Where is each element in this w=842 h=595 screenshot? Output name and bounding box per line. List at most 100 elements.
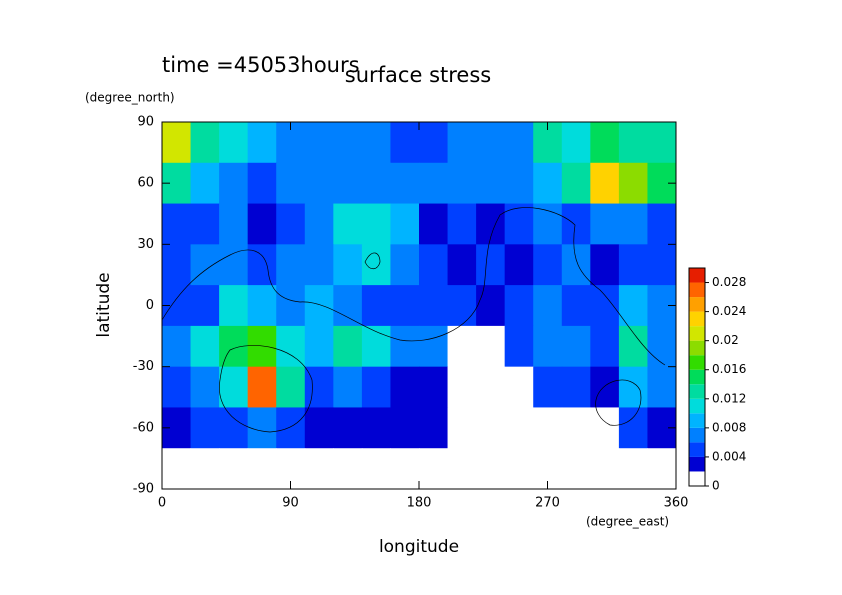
field-cell [476, 325, 506, 368]
contour-field [162, 122, 677, 490]
colorbar-swatch [689, 297, 705, 312]
field-cell [390, 407, 420, 449]
field-cell [476, 203, 506, 245]
field-cell [361, 325, 391, 368]
field-cell [361, 244, 391, 286]
field-cell [504, 285, 534, 327]
field-cell [276, 285, 306, 327]
field-cell [561, 448, 591, 490]
field-cell [590, 448, 620, 490]
field-cell [533, 244, 563, 286]
x-tick-label: 270 [535, 496, 560, 511]
field-cell [533, 285, 563, 327]
field-cell [247, 203, 277, 245]
x-axis-label: longitude [379, 537, 459, 557]
x-unit: (degree_east) [586, 515, 669, 529]
field-cell [219, 366, 249, 408]
time-label: time =45053hours [162, 53, 360, 77]
y-tick-label: -30 [133, 359, 154, 374]
field-cell [361, 285, 391, 327]
colorbar-swatch [689, 268, 705, 283]
field-cell [162, 366, 192, 408]
field-cell [190, 366, 220, 408]
y-tick-label: 60 [137, 176, 154, 191]
y-axis-label: latitude [94, 272, 114, 337]
field-cell [647, 122, 677, 164]
field-cell [590, 162, 620, 205]
colorbar-swatch [689, 413, 705, 428]
field-cell [276, 162, 306, 205]
field-cell [476, 285, 506, 327]
field-cell [304, 244, 334, 286]
field-cell [361, 122, 391, 164]
field-cell [333, 244, 363, 286]
field-cell [190, 244, 220, 286]
field-cell [419, 366, 449, 408]
field-cell [162, 448, 192, 490]
field-cell [504, 122, 534, 164]
field-cell [333, 285, 363, 327]
field-cell [533, 162, 563, 205]
field-cell [190, 122, 220, 164]
field-cell [447, 122, 477, 164]
field-cell [618, 325, 648, 368]
field-cell [618, 366, 648, 408]
field-cell [504, 203, 534, 245]
field-cell [561, 366, 591, 408]
field-cell [219, 325, 249, 368]
colorbar-swatch [689, 282, 705, 298]
field-cell [647, 366, 677, 408]
field-cell [447, 244, 477, 286]
field-cell [247, 407, 277, 449]
field-cell [333, 448, 363, 490]
field-cell [504, 366, 534, 408]
field-cell [304, 285, 334, 327]
colorbar-swatch [689, 384, 705, 399]
field-cell [447, 203, 477, 245]
field-cell [390, 285, 420, 327]
x-tick-label: 360 [664, 496, 689, 511]
field-cell [247, 285, 277, 327]
field-cell [618, 244, 648, 286]
colorbar-swatch [689, 311, 705, 327]
colorbar-tick-label: 0.008 [712, 420, 746, 434]
field-cell [590, 407, 620, 449]
field-cell [533, 203, 563, 245]
field-cell [361, 162, 391, 205]
field-cell [533, 407, 563, 449]
field-cell [390, 448, 420, 490]
field-cell [419, 244, 449, 286]
field-cell [504, 325, 534, 368]
field-cell [419, 122, 449, 164]
colorbar-swatch [689, 369, 705, 385]
field-cell [419, 203, 449, 245]
field-cell [618, 407, 648, 449]
field-cell [247, 366, 277, 408]
field-cell [447, 366, 477, 408]
field-cell [618, 285, 648, 327]
field-cell [162, 122, 192, 164]
y-tick-label: -60 [133, 420, 154, 435]
field-cell [504, 448, 534, 490]
field-cell [390, 203, 420, 245]
field-cell [561, 285, 591, 327]
field-cell [304, 122, 334, 164]
field-cell [333, 325, 363, 368]
field-cell [590, 203, 620, 245]
field-cell [561, 122, 591, 164]
field-cell [219, 162, 249, 205]
field-cell [390, 122, 420, 164]
axes: 0 90 180 270 360 -90 -60 -30 0 30 60 90 0 0.004 0.008 0… [133, 115, 747, 511]
field-cell [219, 122, 249, 164]
field-cell [647, 244, 677, 286]
field-cell [533, 325, 563, 368]
colorbar-swatch [689, 340, 705, 356]
field-cell [476, 448, 506, 490]
field-cell [476, 407, 506, 449]
colorbar-tick-label: 0.028 [712, 275, 746, 289]
field-cell [190, 325, 220, 368]
colorbar-swatch [689, 355, 705, 370]
field-cell [476, 366, 506, 408]
field-cell [333, 366, 363, 408]
colorbar-tick-label: 0.012 [712, 391, 746, 405]
